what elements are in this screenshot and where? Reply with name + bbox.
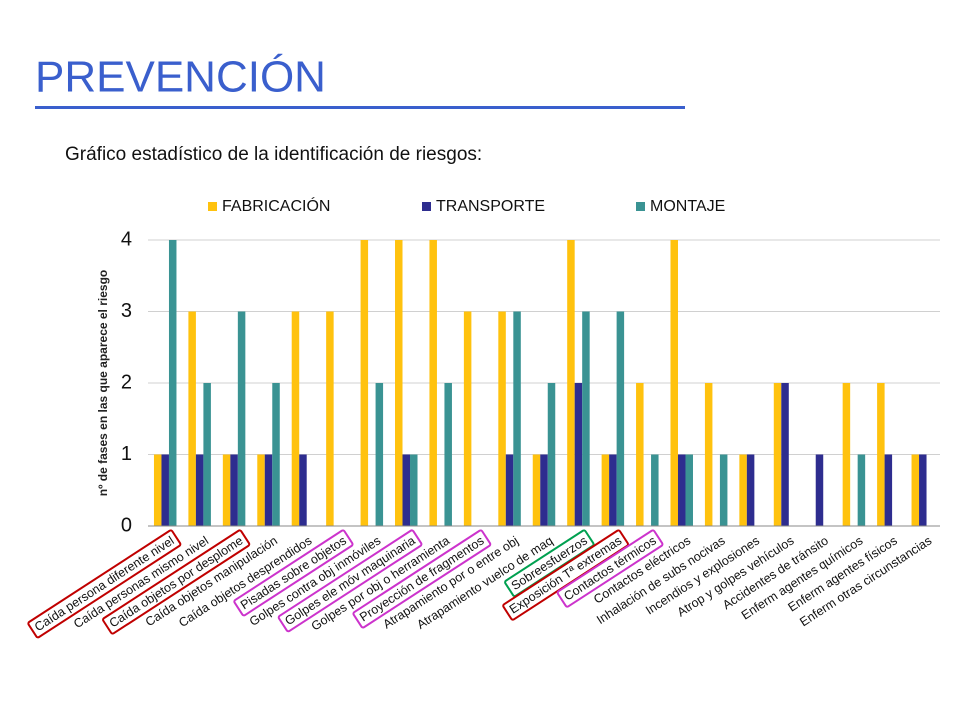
legend-swatch [422, 202, 431, 211]
legend-swatch [636, 202, 645, 211]
bar [237, 311, 246, 526]
bar [739, 454, 747, 526]
bar [567, 240, 575, 526]
y-tick-label: 4 [121, 228, 132, 250]
bar [857, 454, 866, 526]
bar [877, 383, 885, 526]
bar [410, 454, 418, 526]
bar [257, 454, 265, 526]
legend-label: FABRICACIÓN [222, 196, 330, 215]
label-highlight [27, 529, 182, 639]
bar [153, 454, 162, 526]
y-tick-label: 0 [121, 514, 132, 536]
title-underline [35, 106, 685, 109]
bar [670, 240, 678, 526]
bar [919, 454, 927, 526]
y-tick-label: 3 [121, 300, 132, 322]
bar [188, 311, 196, 526]
bar [884, 454, 893, 526]
bar [582, 311, 590, 526]
bar [272, 383, 280, 526]
bar [677, 454, 686, 526]
legend-swatch [208, 202, 217, 211]
bar [161, 454, 169, 526]
label-highlight [352, 529, 492, 629]
label-highlight [556, 529, 664, 608]
bar [616, 311, 625, 526]
bar [299, 454, 307, 526]
bar [498, 311, 506, 526]
bar [513, 311, 521, 526]
y-tick-label: 2 [121, 371, 132, 393]
bar [230, 454, 238, 526]
bar [911, 454, 920, 526]
bar [326, 311, 334, 526]
bar [746, 454, 755, 526]
bar [547, 383, 556, 526]
bar [651, 454, 659, 526]
bar [402, 454, 411, 526]
bar [291, 311, 300, 526]
y-axis-label: nº de fases en las que aparece el riesgo [96, 270, 110, 497]
bar [532, 454, 541, 526]
bar [264, 454, 273, 526]
bar [505, 454, 514, 526]
bar [168, 240, 177, 526]
bar [773, 383, 782, 526]
bar [719, 454, 728, 526]
label-highlight [102, 529, 251, 635]
subtitle: Gráfico estadístico de la identificación… [65, 144, 482, 165]
bar [360, 240, 369, 526]
bar [222, 454, 231, 526]
bar [395, 240, 403, 526]
bar [636, 383, 644, 526]
bar [815, 454, 824, 526]
label-highlight [233, 529, 354, 617]
label-highlight [277, 529, 423, 633]
y-tick-label: 1 [121, 443, 132, 465]
bar [444, 383, 452, 526]
bar [540, 454, 548, 526]
bar [429, 240, 437, 526]
bar [601, 454, 610, 526]
slide-title: Prevención [35, 53, 326, 102]
bar [574, 383, 583, 526]
bar [781, 383, 789, 526]
bar [842, 383, 851, 526]
bar [685, 454, 693, 526]
legend-label: TRANSPORTE [436, 198, 545, 215]
legend-label: MONTAJE [650, 198, 725, 215]
bar [203, 383, 211, 526]
bar [463, 311, 472, 526]
bar [195, 454, 204, 526]
bar [704, 383, 713, 526]
bar [609, 454, 617, 526]
bar [375, 383, 384, 526]
